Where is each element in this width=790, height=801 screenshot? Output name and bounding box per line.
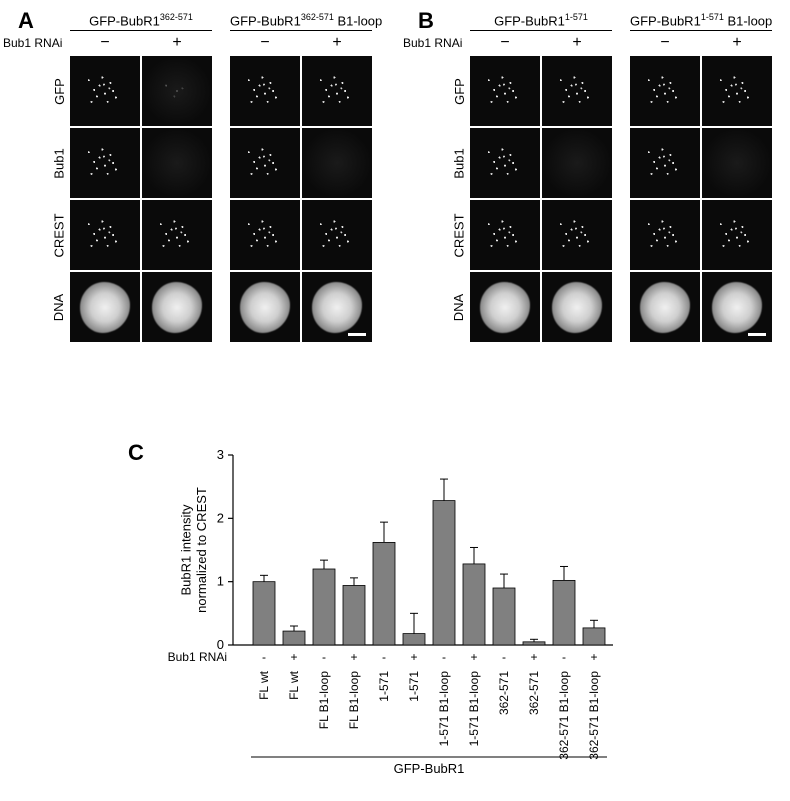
svg-text:1-571: 1-571 xyxy=(407,671,421,702)
construct-label: GFP-BubR1362-571 B1-loop xyxy=(230,12,372,31)
rnai-pm: + xyxy=(542,34,612,52)
panel-b: GFP-BubR11-571 GFP-BubR11-571 B1-loop Bub1… xyxy=(448,12,772,342)
microscopy-cell xyxy=(702,128,772,198)
microscopy-cell xyxy=(702,272,772,342)
scale-bar xyxy=(348,333,366,336)
svg-text:2: 2 xyxy=(217,510,224,525)
rnai-pm: − xyxy=(470,34,540,52)
microscopy-cell xyxy=(470,272,540,342)
svg-text:+: + xyxy=(350,650,357,664)
rnai-pm: − xyxy=(70,34,140,52)
svg-text:FL B1-loop: FL B1-loop xyxy=(347,671,361,730)
rnai-label: Bub1 RNAi xyxy=(3,36,25,50)
microscopy-cell xyxy=(230,200,300,270)
svg-text:GFP-BubR1: GFP-BubR1 xyxy=(394,761,465,776)
svg-text:362-571: 362-571 xyxy=(497,671,511,715)
row-label: DNA xyxy=(48,272,70,342)
microscopy-cell xyxy=(702,56,772,126)
svg-text:FL B1-loop: FL B1-loop xyxy=(317,671,331,730)
panel-c-chart: 0123BubR1 intensitynormalized to CRESTBu… xyxy=(155,445,635,785)
microscopy-cell xyxy=(630,200,700,270)
microscopy-cell xyxy=(142,272,212,342)
microscopy-cell xyxy=(702,200,772,270)
row-label: Bub1 xyxy=(48,128,70,198)
microscopy-cell xyxy=(542,272,612,342)
microscopy-cell xyxy=(470,128,540,198)
construct-label: GFP-BubR11-571 xyxy=(470,12,612,31)
svg-text:+: + xyxy=(290,650,297,664)
microscopy-cell xyxy=(302,272,372,342)
svg-text:362-571 B1-loop: 362-571 B1-loop xyxy=(557,671,571,760)
svg-text:+: + xyxy=(590,650,597,664)
svg-text:+: + xyxy=(410,650,417,664)
svg-text:Bub1 RNAi: Bub1 RNAi xyxy=(168,650,227,664)
microscopy-cell xyxy=(142,56,212,126)
svg-text:+: + xyxy=(470,650,477,664)
microscopy-cell xyxy=(542,200,612,270)
row-label: GFP xyxy=(448,56,470,126)
svg-text:1-571 B1-loop: 1-571 B1-loop xyxy=(467,671,481,747)
svg-text:362-571 B1-loop: 362-571 B1-loop xyxy=(587,671,601,760)
row-label: CREST xyxy=(448,200,470,270)
microscopy-cell xyxy=(230,56,300,126)
microscopy-cell xyxy=(630,56,700,126)
panel-letter-a: A xyxy=(18,8,34,34)
svg-text:-: - xyxy=(442,650,446,664)
svg-text:-: - xyxy=(562,650,566,664)
svg-text:1-571: 1-571 xyxy=(377,671,391,702)
svg-text:FL wt: FL wt xyxy=(287,670,301,700)
rnai-pm: + xyxy=(302,34,372,52)
rnai-pm: + xyxy=(702,34,772,52)
svg-text:1-571 B1-loop: 1-571 B1-loop xyxy=(437,671,451,747)
svg-text:1: 1 xyxy=(217,574,224,589)
microscopy-cell xyxy=(70,56,140,126)
microscopy-cell xyxy=(230,128,300,198)
microscopy-cell xyxy=(302,56,372,126)
microscopy-cell xyxy=(630,272,700,342)
panel-letter-b: B xyxy=(418,8,434,34)
microscopy-cell xyxy=(302,200,372,270)
svg-text:BubR1 intensitynormalized to C: BubR1 intensitynormalized to CREST xyxy=(178,487,209,613)
microscopy-cell xyxy=(142,128,212,198)
svg-text:-: - xyxy=(262,650,266,664)
microscopy-cell xyxy=(70,200,140,270)
svg-text:362-571: 362-571 xyxy=(527,671,541,715)
microscopy-cell xyxy=(542,128,612,198)
rnai-label: Bub1 RNAi xyxy=(403,36,425,50)
microscopy-cell xyxy=(70,272,140,342)
row-label: Bub1 xyxy=(448,128,470,198)
svg-text:FL wt: FL wt xyxy=(257,670,271,700)
svg-text:-: - xyxy=(502,650,506,664)
rnai-pm: − xyxy=(230,34,300,52)
svg-text:-: - xyxy=(382,650,386,664)
panel-letter-c: C xyxy=(128,440,144,466)
microscopy-cell xyxy=(142,200,212,270)
panel-a: GFP-BubR1362-571 GFP-BubR1362-571 B1-loop… xyxy=(48,12,372,342)
svg-text:+: + xyxy=(530,650,537,664)
scale-bar xyxy=(748,333,766,336)
microscopy-cell xyxy=(230,272,300,342)
microscopy-cell xyxy=(630,128,700,198)
svg-text:3: 3 xyxy=(217,447,224,462)
svg-text:-: - xyxy=(322,650,326,664)
construct-label: GFP-BubR11-571 B1-loop xyxy=(630,12,772,31)
microscopy-cell xyxy=(70,128,140,198)
rnai-pm: − xyxy=(630,34,700,52)
bar-chart-svg: 0123BubR1 intensitynormalized to CRESTBu… xyxy=(155,445,635,785)
microscopy-cell xyxy=(302,128,372,198)
row-label: GFP xyxy=(48,56,70,126)
microscopy-cell xyxy=(542,56,612,126)
row-label: CREST xyxy=(48,200,70,270)
construct-label: GFP-BubR1362-571 xyxy=(70,12,212,31)
microscopy-cell xyxy=(470,56,540,126)
microscopy-cell xyxy=(470,200,540,270)
row-label: DNA xyxy=(448,272,470,342)
rnai-pm: + xyxy=(142,34,212,52)
